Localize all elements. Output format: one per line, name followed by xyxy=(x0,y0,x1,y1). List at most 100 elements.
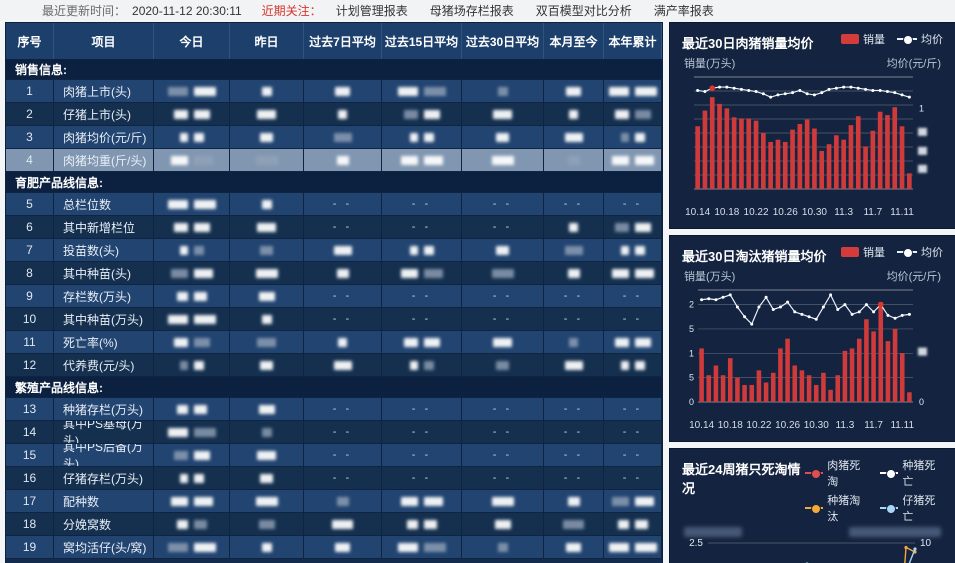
table-row[interactable]: 4 肉猪均重(斤/头) xyxy=(6,149,662,172)
svg-text:11.7: 11.7 xyxy=(864,420,883,431)
chart1-y-right-label: 均价(元/斤) xyxy=(886,58,941,70)
chart1-title: 最近30日肉猪销量均价 xyxy=(682,36,814,51)
value-cell-redacted xyxy=(304,354,382,376)
row-index: 18 xyxy=(6,513,54,535)
row-index: 12 xyxy=(6,354,54,376)
value-cell-redacted xyxy=(154,467,230,489)
chart3-legend-breeder-death[interactable]: 种猪死亡 xyxy=(879,457,943,489)
row-item-label: 仔猪存栏(万头) xyxy=(54,467,154,489)
table-row[interactable]: 11 死亡率(%) xyxy=(6,331,662,354)
value-cell-redacted xyxy=(604,354,662,376)
value-cell-empty: - - xyxy=(382,444,462,466)
chart1-legend-volume[interactable]: 销量 xyxy=(841,31,885,47)
value-cell-empty: - - xyxy=(304,285,382,307)
chart3-legend-piglet-death[interactable]: 仔猪死亡 xyxy=(879,492,943,524)
table-row[interactable]: 16 仔猪存栏(万头) - -- -- -- -- - xyxy=(6,467,662,490)
value-cell-empty: - - xyxy=(544,421,604,443)
table-row[interactable]: 9 存栏数(万头) - -- -- -- -- - xyxy=(6,285,662,308)
chart2-plot: 10.14 10.18 10.22 10.26 10.30 11.3 11.7 11.11 2 5… xyxy=(689,289,927,431)
table-row[interactable]: 1 肉猪上市(头) xyxy=(6,80,662,103)
value-cell-redacted xyxy=(382,149,462,171)
svg-text:0: 0 xyxy=(919,397,924,407)
row-index: 8 xyxy=(6,262,54,284)
line-swatch-icon xyxy=(897,35,917,45)
chart1-plot: 10.14 10.18 10.22 10.26 10.30 11.3 11.7 11.11 1 xyxy=(685,76,927,218)
value-cell-redacted xyxy=(230,354,304,376)
charts-panel: 最近30日肉猪销量均价 销量 均价 销量(万头) 均价(元/ xyxy=(669,22,955,563)
value-cell-redacted xyxy=(230,536,304,558)
table-row[interactable]: 12 代养费(元/头) xyxy=(6,354,662,377)
value-cell-redacted xyxy=(154,331,230,353)
chart2-legend-price[interactable]: 均价 xyxy=(897,244,943,260)
value-cell-redacted xyxy=(154,421,230,443)
table-row[interactable]: 2 仔猪上市(头) xyxy=(6,103,662,126)
bar-swatch-icon xyxy=(841,34,859,44)
table-row[interactable]: 13 种猪存栏(万头) - -- -- -- -- - xyxy=(6,398,662,421)
svg-text:5: 5 xyxy=(689,324,694,334)
value-cell-redacted xyxy=(230,308,304,330)
svg-text:11.11: 11.11 xyxy=(890,420,914,431)
chart-card-cull-sales: 最近30日淘汰猪销量均价 销量 均价 销量(万头) 均价(元 xyxy=(669,235,955,442)
value-cell-empty: - - xyxy=(544,398,604,420)
chart2-legend-volume[interactable]: 销量 xyxy=(841,244,885,260)
line-swatch-icon xyxy=(897,248,917,258)
chart1-legend-price[interactable]: 均价 xyxy=(897,31,943,47)
chart3-legend-hog-loss[interactable]: 肉猪死淘 xyxy=(804,457,868,489)
table-row[interactable]: 6 其中新增栏位 - -- -- - xyxy=(6,216,662,239)
value-cell-redacted xyxy=(154,513,230,535)
table-row[interactable]: 15 其中PS后备(万头) - -- -- -- -- - xyxy=(6,444,662,467)
chart2-y-left-label: 销量(万头) xyxy=(684,271,736,283)
header-item: 项目 xyxy=(54,23,154,59)
header-15day-avg: 过去15日平均 xyxy=(382,23,462,59)
value-cell-redacted xyxy=(604,216,662,238)
table-row[interactable]: 8 其中种苗(头) xyxy=(6,262,662,285)
table-section-header: 销售信息: xyxy=(6,59,662,80)
value-cell-redacted xyxy=(462,490,544,512)
row-item-label: 窝均活仔(头/窝) xyxy=(54,536,154,558)
chart3-legend-breeder-cull[interactable]: 种猪淘汰 xyxy=(804,492,868,524)
link-capacity-report[interactable]: 满产率报表 xyxy=(653,4,714,18)
value-cell-redacted xyxy=(230,467,304,489)
value-cell-redacted xyxy=(604,513,662,535)
value-cell-empty: - - xyxy=(462,444,544,466)
table-row[interactable]: 7 投苗数(头) xyxy=(6,239,662,262)
value-cell-redacted xyxy=(604,126,662,148)
header-today: 今日 xyxy=(154,23,230,59)
link-model-compare-report[interactable]: 双百模型对比分析 xyxy=(535,4,632,18)
value-cell-redacted xyxy=(382,490,462,512)
value-cell-redacted xyxy=(544,490,604,512)
value-cell-redacted xyxy=(154,398,230,420)
dot-line-swatch-icon xyxy=(804,469,824,479)
chart2-title: 最近30日淘汰猪销量均价 xyxy=(682,249,827,264)
table-row[interactable]: 3 肉猪均价(元/斤) xyxy=(6,126,662,149)
value-cell-redacted xyxy=(462,331,544,353)
svg-text:1: 1 xyxy=(919,103,924,113)
value-cell-empty: - - xyxy=(604,467,662,489)
table-row[interactable]: 14 其中PS基母(万头) - -- -- -- -- - xyxy=(6,421,662,444)
table-row[interactable]: 17 配种数 xyxy=(6,490,662,513)
value-cell-redacted xyxy=(154,80,230,102)
table-row[interactable]: 10 其中种苗(万头) - -- -- -- -- - xyxy=(6,308,662,331)
table-body: 销售信息: 1 肉猪上市(头) 2 仔猪上市(头) 3 肉猪均价(元/斤) 4 肉猪均重(斤/头… xyxy=(6,59,662,559)
svg-text:10.14: 10.14 xyxy=(689,420,714,431)
table-row[interactable]: 5 总栏位数 - -- -- -- -- - xyxy=(6,193,662,216)
value-cell-empty: - - xyxy=(382,285,462,307)
table-row[interactable]: 18 分娩窝数 xyxy=(6,513,662,536)
value-cell-empty: - - xyxy=(462,398,544,420)
row-index: 15 xyxy=(6,444,54,466)
value-cell-redacted xyxy=(230,80,304,102)
row-item-label: 死亡率(%) xyxy=(54,331,154,353)
link-sow-farm-report[interactable]: 母猪场存栏报表 xyxy=(429,4,514,18)
row-index: 17 xyxy=(6,490,54,512)
value-cell-redacted xyxy=(304,149,382,171)
row-item-label: 代养费(元/头) xyxy=(54,354,154,376)
table-row[interactable]: 19 窝均活仔(头/窝) xyxy=(6,536,662,559)
value-cell-empty: - - xyxy=(304,421,382,443)
value-cell-empty: - - xyxy=(544,285,604,307)
value-cell-redacted xyxy=(544,103,604,125)
table-section-header: 育肥产品线信息: xyxy=(6,172,662,193)
svg-text:10.26: 10.26 xyxy=(775,420,800,431)
value-cell-redacted xyxy=(230,513,304,535)
header-index: 序号 xyxy=(6,23,54,59)
link-plan-report[interactable]: 计划管理报表 xyxy=(335,4,408,18)
